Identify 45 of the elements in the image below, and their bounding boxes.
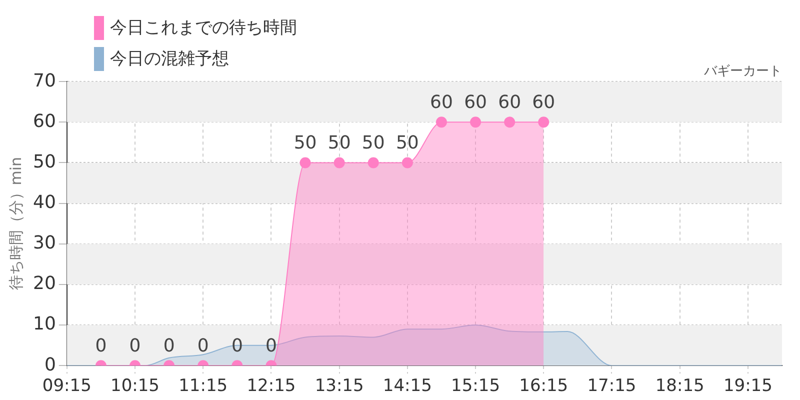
x-tick-label: 13:15 (314, 376, 364, 396)
data-label: 50 (294, 132, 317, 154)
x-tick-label: 10:15 (110, 376, 160, 396)
y-tick-label: 10 (33, 314, 56, 335)
data-label: 0 (231, 335, 243, 356)
y-axis-title: 待ち時間（分）min (6, 156, 25, 290)
x-tick-label: 16:15 (519, 376, 568, 396)
x-tick-label: 12:15 (246, 376, 296, 396)
data-label: 50 (362, 132, 385, 154)
point (300, 157, 311, 168)
y-tick-label: 40 (33, 192, 56, 213)
x-tick-label: 17:15 (587, 376, 636, 396)
x-tick-label: 18:15 (655, 376, 704, 396)
point (504, 116, 516, 128)
point (470, 116, 482, 128)
x-tick-label: 19:15 (723, 376, 772, 396)
data-label: 60 (430, 92, 453, 113)
x-tick-label: 09:15 (42, 376, 92, 396)
legend-label: 今日これまでの待ち時間 (110, 17, 297, 39)
x-tick-label: 15:15 (451, 376, 500, 396)
data-label: 0 (265, 335, 277, 356)
data-label: 50 (396, 132, 419, 154)
chart-subtitle: バギーカート (703, 64, 782, 80)
data-label: 60 (498, 92, 522, 113)
point (538, 116, 550, 128)
data-label: 0 (197, 335, 209, 356)
y-tick-label: 50 (33, 151, 56, 172)
y-tick-label: 30 (33, 232, 56, 254)
data-label: 0 (95, 335, 107, 356)
y-tick-label: 0 (44, 354, 56, 376)
y-tick-label: 20 (33, 273, 56, 294)
point (368, 157, 379, 168)
data-label: 0 (163, 335, 175, 356)
point (334, 157, 345, 168)
x-tick-label: 14:15 (382, 376, 432, 396)
x-tick-label: 11:15 (178, 376, 228, 396)
data-label: 0 (129, 335, 141, 356)
point (402, 157, 413, 168)
data-label: 60 (464, 92, 487, 113)
point (436, 116, 447, 128)
data-label: 60 (532, 92, 556, 113)
y-tick-label: 60 (33, 110, 56, 132)
y-tick-label: 70 (33, 70, 56, 92)
data-label: 50 (328, 132, 351, 154)
legend-label: 今日の混雑予想 (110, 48, 229, 70)
